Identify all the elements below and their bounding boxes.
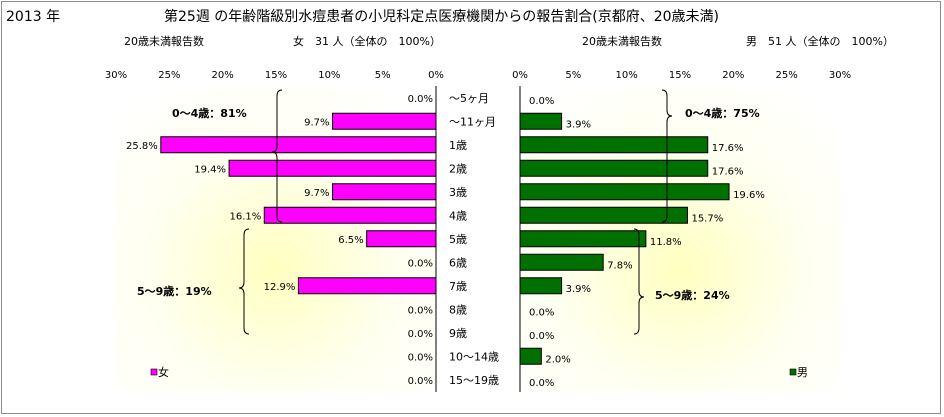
male-data-label: 0.0% — [529, 307, 554, 318]
category-label: 5歳 — [449, 233, 467, 246]
category-label: 15～19歳 — [449, 374, 499, 387]
category-label: 4歳 — [449, 209, 467, 222]
female-data-label: 16.1% — [229, 211, 261, 222]
male-data-label: 0.0% — [529, 331, 554, 342]
left-subtitle-count: 女 31 人（全体の 100%） — [293, 34, 441, 48]
female-data-label: 19.4% — [194, 164, 226, 175]
left-brace-upper — [271, 89, 283, 223]
male-data-label: 11.8% — [650, 237, 682, 248]
right-subtitle-label: 20歳未満報告数 — [582, 35, 662, 48]
right-brace-lower — [633, 228, 645, 335]
female-bar — [332, 112, 437, 130]
male-bar — [519, 136, 709, 154]
left-annotation-0-4: 0～4歳：81% — [172, 106, 247, 120]
female-data-label: 0.0% — [408, 352, 433, 363]
male-data-label: 0.0% — [529, 96, 554, 107]
legend-female-swatch — [150, 368, 158, 376]
female-data-label: 0.0% — [408, 94, 433, 105]
left-axis-tick: 20% — [212, 70, 234, 81]
left-axis-tick: 30% — [105, 70, 127, 81]
female-data-label: 0.0% — [408, 305, 433, 316]
legend-male-swatch — [789, 368, 797, 376]
male-bar — [519, 347, 542, 365]
left-subtitle-label: 20歳未満報告数 — [124, 35, 204, 48]
left-brace-lower — [238, 228, 250, 335]
left-annotation-5-9: 5～9歳：19% — [137, 284, 212, 298]
male-data-label: 3.9% — [566, 119, 591, 130]
male-data-label: 7.8% — [607, 260, 632, 271]
female-bar — [228, 159, 437, 177]
female-data-label: 12.9% — [264, 282, 296, 293]
category-label: 7歳 — [449, 280, 467, 293]
right-axis-tick: 30% — [829, 70, 851, 81]
male-data-label: 17.6% — [712, 143, 744, 154]
category-label: 8歳 — [449, 303, 467, 316]
female-data-label: 0.0% — [408, 376, 433, 387]
female-data-label: 6.5% — [338, 235, 363, 246]
female-bar — [366, 230, 437, 248]
male-data-label: 3.9% — [566, 284, 591, 295]
male-data-label: 2.0% — [545, 354, 570, 365]
male-data-label: 15.7% — [691, 213, 723, 224]
female-data-label: 25.8% — [126, 141, 158, 152]
male-bar — [519, 183, 730, 201]
male-bar — [519, 112, 563, 130]
male-bar — [519, 206, 688, 224]
right-annotation-0-4: 0～4歳：75% — [685, 106, 760, 120]
category-label: ～5ヶ月 — [449, 92, 489, 105]
male-data-label: 17.6% — [712, 166, 744, 177]
left-axis-tick: 5% — [375, 70, 391, 81]
category-label: 1歳 — [449, 139, 467, 152]
right-subtitle-count: 男 51 人（全体の 100%） — [746, 34, 894, 48]
left-axis-tick: 10% — [318, 70, 340, 81]
right-annotation-5-9: 5～9歳：24% — [655, 288, 730, 302]
left-axis-tick: 15% — [265, 70, 287, 81]
female-bar — [160, 136, 437, 154]
category-label: 10～14歳 — [449, 350, 499, 363]
female-bar — [332, 183, 437, 201]
right-axis-tick: 25% — [776, 70, 798, 81]
male-bar — [519, 159, 709, 177]
female-bar — [297, 277, 437, 295]
right-axis-tick: 15% — [669, 70, 691, 81]
category-label: ～11ヶ月 — [449, 115, 496, 128]
right-axis-tick: 20% — [722, 70, 744, 81]
legend-male-label: 男 — [797, 366, 808, 379]
left-axis-tick: 25% — [158, 70, 180, 81]
category-label: 9歳 — [449, 327, 467, 340]
legend-female-label: 女 — [158, 365, 169, 379]
female-bar — [263, 206, 437, 224]
male-data-label: 19.6% — [733, 190, 765, 201]
male-bar — [519, 253, 604, 271]
female-data-label: 9.7% — [304, 188, 329, 199]
female-data-label: 0.0% — [408, 329, 433, 340]
right-axis-tick: 10% — [616, 70, 638, 81]
left-axis-tick: 0% — [428, 70, 444, 81]
category-label: 2歳 — [449, 162, 467, 175]
year-label: 2013 年 — [6, 9, 60, 25]
chart-title: 第25週 の年齢階級別水痘患者の小児科定点医療機関からの報告割合(京都府、20歳… — [164, 8, 719, 25]
right-brace-upper — [661, 89, 673, 223]
right-axis-tick: 0% — [512, 70, 528, 81]
right-axis-tick: 5% — [565, 70, 581, 81]
female-data-label: 0.0% — [408, 258, 433, 269]
male-data-label: 0.0% — [529, 378, 554, 389]
category-label: 6歳 — [449, 256, 467, 269]
category-label: 3歳 — [449, 186, 467, 199]
male-bar — [519, 230, 647, 248]
female-data-label: 9.7% — [304, 117, 329, 128]
male-bar — [519, 277, 563, 295]
